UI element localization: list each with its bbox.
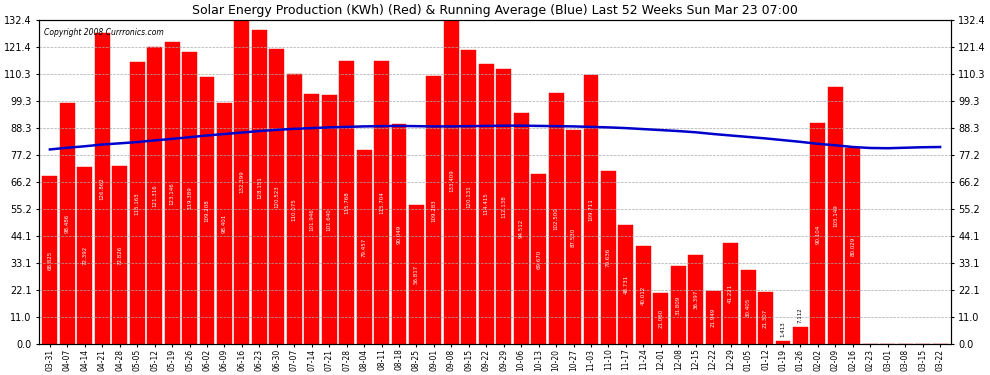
Text: 7.112: 7.112	[798, 308, 803, 323]
Bar	[514, 112, 529, 344]
Text: 102.500: 102.500	[553, 207, 558, 230]
Text: 128.151: 128.151	[256, 176, 262, 199]
Text: 110.075: 110.075	[292, 198, 297, 221]
Bar	[758, 292, 773, 344]
Bar	[304, 94, 319, 344]
Bar	[356, 150, 371, 344]
Text: 21.949: 21.949	[711, 308, 716, 327]
Bar	[636, 246, 650, 344]
Bar	[775, 341, 790, 344]
Bar	[601, 171, 616, 344]
Text: 132.399: 132.399	[240, 171, 245, 194]
Text: 115.704: 115.704	[379, 191, 384, 214]
Bar	[724, 243, 739, 344]
Bar	[340, 60, 354, 344]
Text: 56.817: 56.817	[414, 265, 419, 284]
Text: 40.012: 40.012	[641, 286, 645, 305]
Bar	[653, 293, 668, 344]
Text: 21.060: 21.060	[658, 309, 663, 328]
Text: 36.397: 36.397	[693, 290, 698, 309]
Bar	[671, 266, 686, 344]
Text: 109.208: 109.208	[205, 199, 210, 222]
Bar	[828, 87, 842, 344]
Bar	[566, 130, 581, 344]
Bar	[148, 47, 162, 344]
Bar	[374, 61, 389, 344]
Bar	[235, 20, 249, 344]
Bar	[811, 123, 826, 344]
Text: 87.530: 87.530	[571, 228, 576, 247]
Bar	[217, 103, 232, 344]
Title: Solar Energy Production (KWh) (Red) & Running Average (Blue) Last 52 Weeks Sun M: Solar Energy Production (KWh) (Red) & Ru…	[192, 4, 798, 17]
Text: 41.221: 41.221	[728, 284, 734, 303]
Text: 69.670: 69.670	[537, 249, 542, 268]
Text: 123.146: 123.146	[169, 182, 174, 205]
Bar	[77, 167, 92, 344]
Text: 21.307: 21.307	[763, 309, 768, 328]
Text: 126.862: 126.862	[100, 177, 105, 200]
Bar	[461, 50, 476, 344]
Bar	[392, 124, 407, 344]
Text: 98.401: 98.401	[222, 214, 227, 233]
Text: 112.138: 112.138	[501, 195, 506, 218]
Text: 79.457: 79.457	[361, 237, 366, 256]
Text: 90.049: 90.049	[397, 224, 402, 244]
Bar	[619, 225, 634, 344]
Bar	[182, 52, 197, 344]
Text: 101.640: 101.640	[327, 209, 332, 231]
Bar	[200, 76, 215, 344]
Bar	[548, 93, 563, 344]
Bar	[112, 166, 127, 344]
Bar	[130, 62, 145, 344]
Text: 98.486: 98.486	[65, 214, 70, 233]
Text: 94.512: 94.512	[519, 219, 524, 238]
Bar	[60, 103, 75, 344]
Bar	[845, 148, 860, 344]
Text: 120.131: 120.131	[466, 186, 471, 209]
Text: 120.523: 120.523	[274, 185, 279, 208]
Text: Copyright 2008 Currronics.com: Copyright 2008 Currronics.com	[44, 28, 163, 37]
Bar	[322, 95, 337, 344]
Text: 80.029: 80.029	[850, 237, 855, 256]
Text: 30.405: 30.405	[745, 297, 750, 317]
Bar	[688, 255, 703, 344]
Text: 72.826: 72.826	[117, 246, 122, 265]
Bar	[95, 33, 110, 344]
Text: 115.163: 115.163	[135, 192, 140, 214]
Text: 68.825: 68.825	[48, 251, 52, 270]
Text: 133.409: 133.409	[448, 170, 453, 192]
Bar	[251, 30, 266, 344]
Bar	[444, 17, 458, 344]
Text: 105.149: 105.149	[833, 204, 838, 227]
Text: 48.731: 48.731	[624, 275, 629, 294]
Bar	[427, 76, 442, 344]
Text: 31.809: 31.809	[676, 296, 681, 315]
Bar	[706, 291, 721, 344]
Text: 90.104: 90.104	[816, 224, 821, 243]
Bar	[479, 64, 494, 344]
Text: 119.389: 119.389	[187, 187, 192, 209]
Bar	[43, 176, 57, 344]
Bar	[532, 174, 546, 344]
Bar	[287, 75, 302, 344]
Text: 114.415: 114.415	[484, 193, 489, 216]
Bar	[793, 327, 808, 344]
Bar	[583, 75, 598, 344]
Text: 109.711: 109.711	[588, 198, 593, 221]
Text: 115.768: 115.768	[345, 191, 349, 214]
Bar	[164, 42, 179, 344]
Bar	[409, 205, 424, 344]
Text: 72.392: 72.392	[82, 246, 87, 265]
Bar	[496, 69, 511, 344]
Text: 101.946: 101.946	[309, 208, 314, 231]
Bar	[741, 270, 755, 344]
Bar	[269, 49, 284, 344]
Text: 109.283: 109.283	[432, 199, 437, 222]
Text: 121.316: 121.316	[152, 184, 157, 207]
Text: 70.636: 70.636	[606, 248, 611, 267]
Text: 1.413: 1.413	[780, 321, 785, 337]
